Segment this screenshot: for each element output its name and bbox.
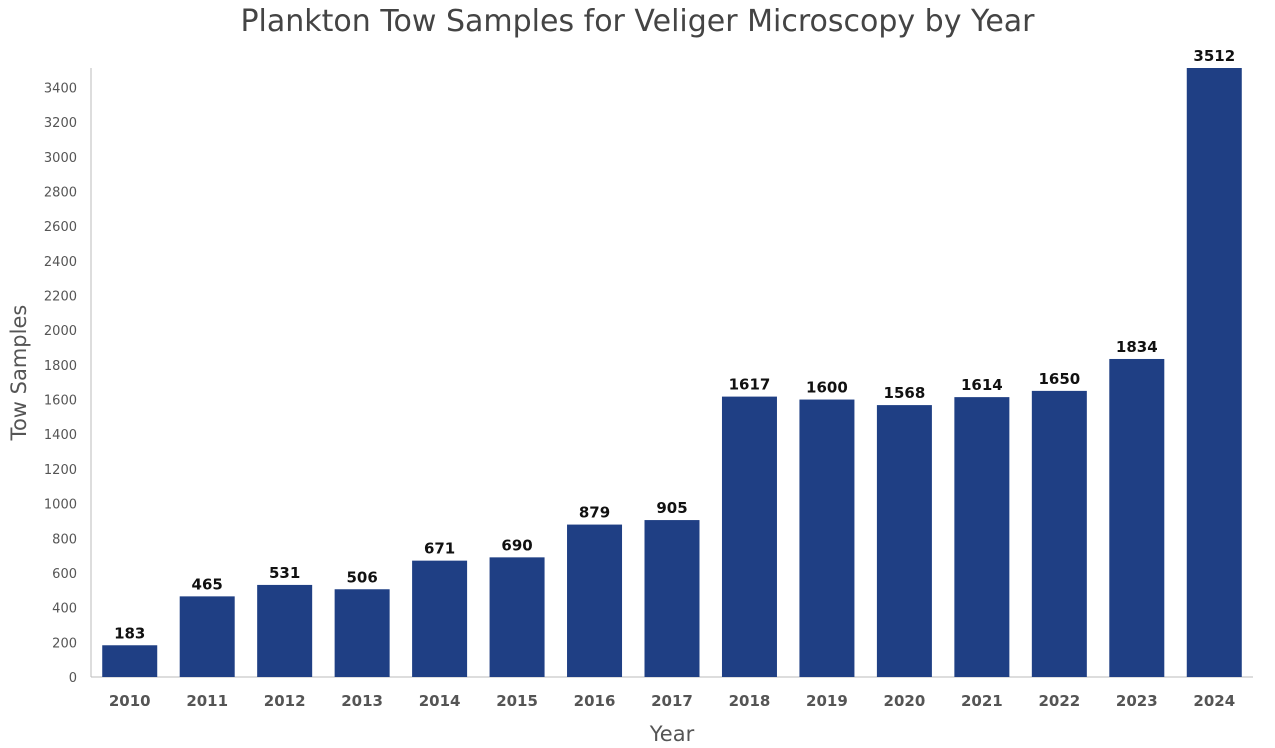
y-tick-label: 2000 — [44, 324, 77, 339]
y-tick-label: 3200 — [44, 116, 77, 131]
data-label: 1617 — [729, 376, 771, 394]
bar — [1109, 358, 1165, 677]
x-tick-label: 2020 — [884, 692, 926, 710]
y-tick-label: 2400 — [44, 255, 77, 270]
y-tick-label: 1400 — [44, 428, 77, 443]
data-labels: 183 465 531 506 671 690 879 905 1617 1600 1568 1614… — [114, 47, 1235, 642]
data-label: 1568 — [884, 384, 926, 402]
y-tick-label: 1600 — [44, 394, 77, 409]
bar — [721, 396, 777, 677]
data-label: 1834 — [1116, 338, 1158, 356]
bar — [644, 520, 700, 677]
y-tick-label: 400 — [52, 602, 77, 617]
chart-title: Plankton Tow Samples for Veliger Microsc… — [240, 4, 1035, 39]
data-label: 465 — [192, 575, 223, 593]
y-tick-label: 1000 — [44, 498, 77, 513]
data-label: 1650 — [1038, 370, 1080, 388]
y-tick-label: 1200 — [44, 463, 77, 478]
data-label: 183 — [114, 624, 145, 642]
data-label: 506 — [346, 568, 377, 586]
bar — [102, 645, 158, 677]
y-tick-label: 200 — [52, 636, 77, 651]
y-tick-label: 0 — [69, 671, 77, 686]
data-label: 905 — [656, 499, 687, 517]
y-tick-label: 3000 — [44, 151, 77, 166]
x-tick-label: 2022 — [1038, 692, 1080, 710]
bar — [412, 560, 468, 677]
y-tick-label: 3400 — [44, 81, 77, 96]
x-tick-label: 2017 — [651, 692, 693, 710]
data-label: 1600 — [806, 379, 848, 397]
y-tick-label: 2800 — [44, 185, 77, 200]
data-label: 3512 — [1193, 47, 1235, 65]
y-tick-label: 2200 — [44, 290, 77, 305]
data-label: 879 — [579, 504, 610, 522]
data-label: 690 — [501, 536, 532, 554]
bar — [876, 405, 932, 677]
x-tick-label: 2023 — [1116, 692, 1158, 710]
bar — [257, 584, 313, 677]
y-tick-label: 2600 — [44, 220, 77, 235]
y-axis-title: Tow Samples — [7, 305, 31, 442]
x-axis-ticks: 2010 2011 2012 2013 2014 2015 2016 2017 2018 2019… — [109, 692, 1235, 710]
x-tick-label: 2021 — [961, 692, 1003, 710]
y-tick-label: 1800 — [44, 359, 77, 374]
x-tick-label: 2012 — [264, 692, 306, 710]
bar — [179, 596, 235, 677]
bar — [334, 589, 390, 677]
x-tick-label: 2015 — [496, 692, 538, 710]
x-tick-label: 2019 — [806, 692, 848, 710]
data-label: 671 — [424, 540, 455, 558]
y-axis-ticks: 0 200 400 600 800 1000 1200 1400 1600 1800 2000 220… — [44, 81, 77, 686]
bar — [567, 524, 623, 677]
y-tick-label: 800 — [52, 532, 77, 547]
x-tick-label: 2010 — [109, 692, 151, 710]
bar — [1186, 68, 1242, 677]
x-tick-label: 2024 — [1193, 692, 1235, 710]
bar-series — [102, 68, 1242, 677]
y-tick-label: 600 — [52, 567, 77, 582]
x-tick-label: 2018 — [729, 692, 771, 710]
bar — [489, 557, 545, 677]
x-tick-label: 2013 — [341, 692, 383, 710]
data-label: 531 — [269, 564, 300, 582]
x-tick-label: 2011 — [186, 692, 228, 710]
bar — [799, 399, 855, 677]
bar — [954, 397, 1010, 677]
data-label: 1614 — [961, 376, 1003, 394]
x-tick-label: 2014 — [419, 692, 461, 710]
x-tick-label: 2016 — [574, 692, 616, 710]
x-axis-title: Year — [649, 722, 695, 746]
bar — [1031, 390, 1087, 677]
